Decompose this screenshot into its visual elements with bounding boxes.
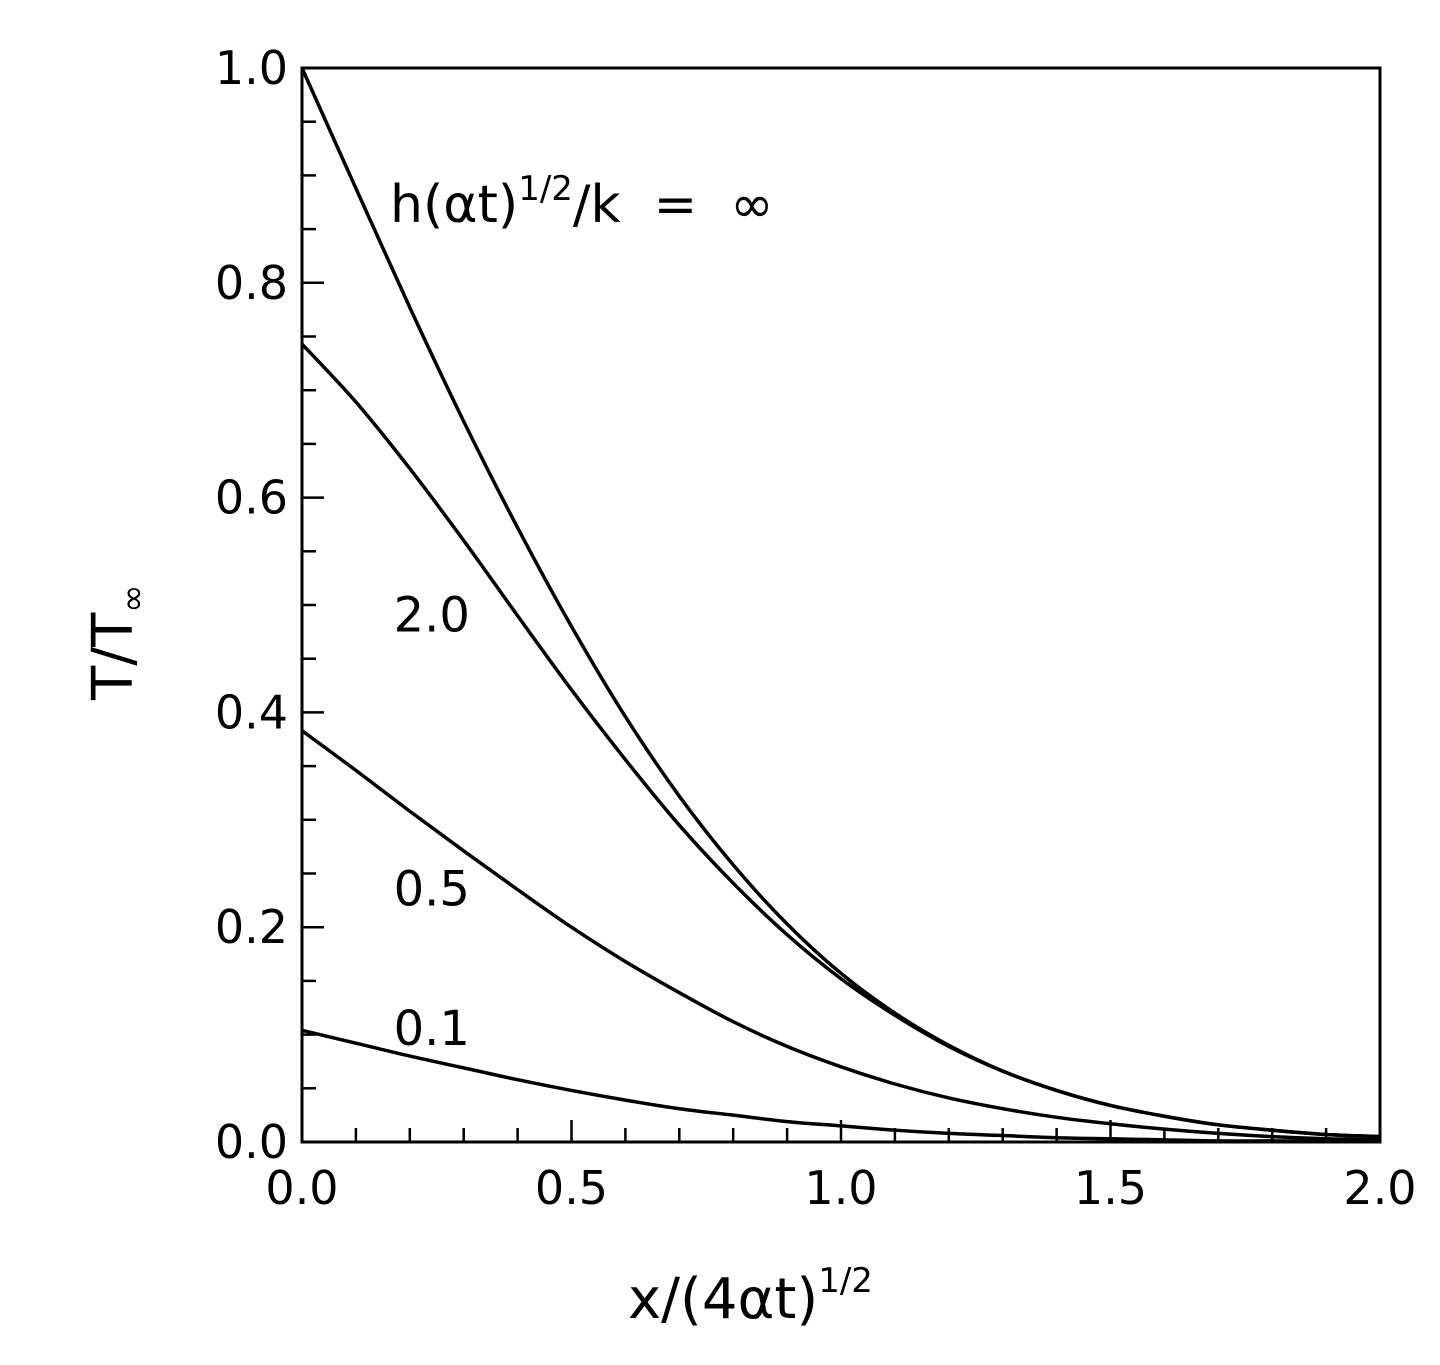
y-axis-title-base: T/T — [81, 612, 146, 701]
y-tick-label: 1.0 — [215, 41, 288, 95]
x-tick-label: 0.0 — [265, 1161, 338, 1215]
series-line-0-1 — [301, 1028, 1381, 1144]
series-line-2-0 — [300, 342, 1381, 1139]
curve-label: 0.5 — [394, 862, 470, 918]
y-axis-title-sub: ∞ — [113, 584, 153, 612]
x-axis-title-base: x/(4αt) — [628, 1267, 818, 1332]
curves — [300, 67, 1381, 1144]
y-axis-title: T/T∞ — [81, 584, 153, 701]
parameter-label: h(αt)1/2/k = ∞ — [390, 169, 774, 235]
y-tick-label: 0.4 — [215, 685, 288, 739]
series-line-0-5 — [300, 729, 1381, 1142]
x-tick-label: 1.5 — [1074, 1161, 1147, 1215]
parameter-label-sup: 1/2 — [518, 169, 573, 209]
y-tick-label: 0.8 — [215, 256, 288, 310]
curve-label: 2.0 — [394, 588, 470, 644]
curve-labels: 2.0 0.5 0.1 — [394, 588, 470, 1057]
x-axis-title: x/(4αt)1/2 — [628, 1261, 873, 1332]
y-tick-label: 0.6 — [215, 471, 288, 525]
x-tick-label: 2.0 — [1343, 1161, 1416, 1215]
x-tick-label: 0.5 — [535, 1161, 608, 1215]
y-tick-label: 0.2 — [215, 900, 288, 954]
curve-label: 0.1 — [394, 1001, 470, 1057]
x-axis-title-sup: 1/2 — [818, 1261, 873, 1301]
parameter-label-rest: /k = ∞ — [573, 175, 774, 235]
y-tick-label: 0.0 — [215, 1115, 288, 1169]
x-tick-label: 1.0 — [804, 1161, 877, 1215]
tick-labels: 0.0 0.5 1.0 1.5 2.0 0.0 0.2 0.4 0.6 0.8 1.0 — [215, 41, 1417, 1215]
parameter-label-base: h(αt) — [390, 175, 518, 235]
